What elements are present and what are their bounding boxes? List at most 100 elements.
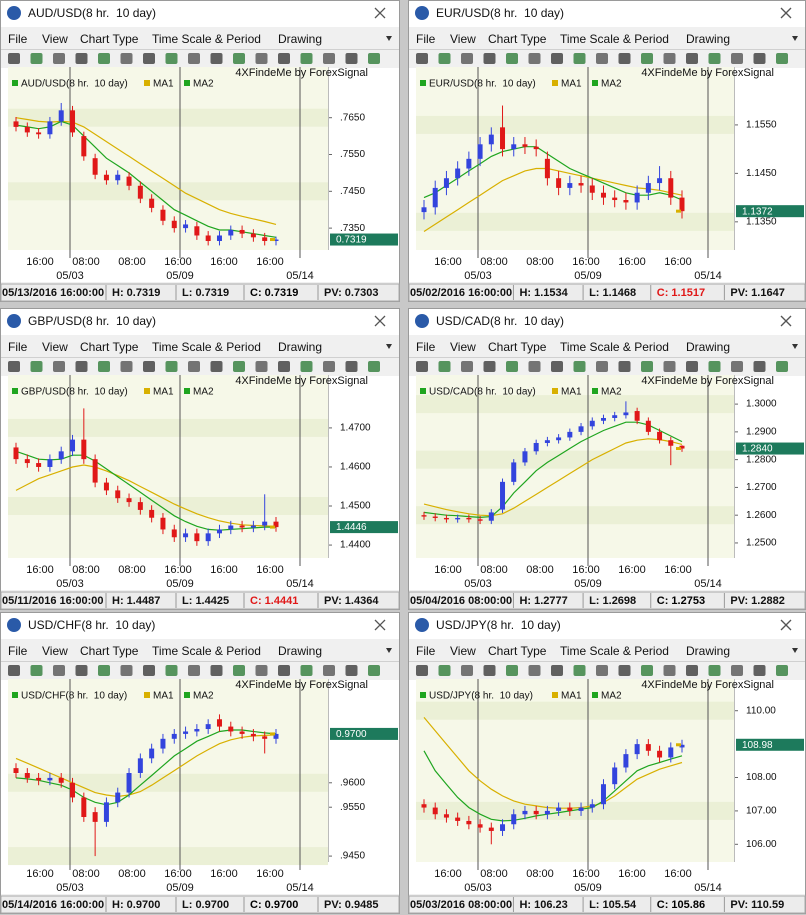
toolbar-icon[interactable] (300, 53, 313, 64)
toolbar-icon[interactable] (278, 665, 290, 676)
toolbar-icon[interactable] (641, 53, 653, 64)
toolbar-icon[interactable] (233, 665, 245, 676)
toolbar-icon[interactable] (753, 665, 766, 676)
toolbar-icon[interactable] (143, 53, 155, 64)
toolbar-icon[interactable] (708, 361, 721, 372)
toolbar-icon[interactable] (165, 53, 178, 64)
toolbar-icon[interactable] (416, 53, 428, 64)
toolbar-icon[interactable] (776, 665, 788, 676)
menu-item[interactable]: File (8, 340, 28, 354)
toolbar-icon[interactable] (120, 361, 133, 372)
toolbar-icon[interactable] (573, 53, 586, 64)
toolbar-icon[interactable] (551, 53, 563, 64)
toolbar-icon[interactable] (323, 665, 335, 676)
toolbar-icon[interactable] (708, 665, 721, 676)
toolbar-icon[interactable] (368, 361, 380, 372)
menu-item[interactable]: View (42, 340, 68, 354)
toolbar-icon[interactable] (596, 665, 608, 676)
close-button[interactable] (780, 315, 792, 327)
toolbar-icon[interactable] (120, 665, 133, 676)
toolbar-icon[interactable] (165, 665, 178, 676)
menu-item[interactable]: Chart Type (80, 340, 139, 354)
menu-item[interactable]: Time Scale & Period (560, 340, 669, 354)
toolbar-icon[interactable] (506, 53, 518, 64)
menu-item[interactable]: View (450, 32, 476, 46)
toolbar-icon[interactable] (686, 361, 698, 372)
toolbar-icon[interactable] (323, 53, 335, 64)
toolbar-icon[interactable] (143, 665, 155, 676)
toolbar-icon[interactable] (641, 361, 653, 372)
toolbar-icon[interactable] (8, 361, 20, 372)
toolbar-icon[interactable] (300, 665, 313, 676)
toolbar-icon[interactable] (255, 665, 268, 676)
close-button[interactable] (374, 315, 386, 327)
toolbar-icon[interactable] (188, 53, 200, 64)
toolbar-icon[interactable] (438, 665, 451, 676)
toolbar-icon[interactable] (300, 361, 313, 372)
toolbar-icon[interactable] (573, 665, 586, 676)
toolbar-icon[interactable] (663, 361, 676, 372)
toolbar-icon[interactable] (461, 53, 473, 64)
toolbar-icon[interactable] (323, 361, 335, 372)
menu-item[interactable]: Chart Type (80, 32, 139, 46)
toolbar-icon[interactable] (483, 665, 496, 676)
toolbar-icon[interactable] (506, 361, 518, 372)
toolbar-icon[interactable] (461, 665, 473, 676)
menu-item[interactable]: Time Scale & Period (152, 644, 261, 658)
toolbar-icon[interactable] (188, 361, 200, 372)
menu-item[interactable]: Drawing (278, 340, 322, 354)
toolbar-icon[interactable] (776, 361, 788, 372)
menu-item[interactable]: View (450, 644, 476, 658)
toolbar-icon[interactable] (210, 665, 223, 676)
toolbar-icon[interactable] (663, 665, 676, 676)
toolbar-icon[interactable] (30, 361, 43, 372)
toolbar-icon[interactable] (618, 53, 631, 64)
toolbar-icon[interactable] (75, 53, 88, 64)
toolbar-icon[interactable] (30, 53, 43, 64)
toolbar-icon[interactable] (483, 361, 496, 372)
toolbar-icon[interactable] (416, 665, 428, 676)
toolbar-icon[interactable] (368, 53, 380, 64)
toolbar-icon[interactable] (686, 665, 698, 676)
toolbar-icon[interactable] (573, 361, 586, 372)
toolbar-icon[interactable] (53, 361, 65, 372)
toolbar-icon[interactable] (368, 665, 380, 676)
menu-item[interactable]: Time Scale & Period (560, 32, 669, 46)
toolbar-icon[interactable] (53, 53, 65, 64)
toolbar-icon[interactable] (8, 665, 20, 676)
menu-item[interactable]: Drawing (278, 32, 322, 46)
toolbar-icon[interactable] (551, 361, 563, 372)
toolbar-icon[interactable] (731, 361, 743, 372)
toolbar-icon[interactable] (753, 361, 766, 372)
toolbar-icon[interactable] (233, 53, 245, 64)
toolbar-icon[interactable] (53, 665, 65, 676)
toolbar-icon[interactable] (30, 665, 43, 676)
menu-item[interactable]: File (416, 340, 436, 354)
close-button[interactable] (780, 619, 792, 631)
toolbar-icon[interactable] (776, 53, 788, 64)
menu-item[interactable]: View (450, 340, 476, 354)
toolbar-icon[interactable] (75, 361, 88, 372)
menu-item[interactable]: File (8, 32, 28, 46)
menu-item[interactable]: View (42, 644, 68, 658)
toolbar-icon[interactable] (75, 665, 88, 676)
menu-item[interactable]: Time Scale & Period (152, 340, 261, 354)
menu-item[interactable]: File (416, 644, 436, 658)
toolbar-icon[interactable] (618, 665, 631, 676)
close-button[interactable] (374, 7, 386, 19)
toolbar-icon[interactable] (686, 53, 698, 64)
toolbar-icon[interactable] (753, 53, 766, 64)
menu-item[interactable]: Time Scale & Period (152, 32, 261, 46)
close-button[interactable] (780, 7, 792, 19)
toolbar-icon[interactable] (528, 53, 541, 64)
menu-item[interactable]: Time Scale & Period (560, 644, 669, 658)
toolbar-icon[interactable] (8, 53, 20, 64)
toolbar-icon[interactable] (98, 361, 110, 372)
menu-item[interactable]: Drawing (686, 340, 730, 354)
menu-item[interactable]: Drawing (278, 644, 322, 658)
toolbar-icon[interactable] (98, 665, 110, 676)
toolbar-icon[interactable] (438, 361, 451, 372)
toolbar-icon[interactable] (416, 361, 428, 372)
menu-item[interactable]: Chart Type (488, 340, 547, 354)
toolbar-icon[interactable] (483, 53, 496, 64)
